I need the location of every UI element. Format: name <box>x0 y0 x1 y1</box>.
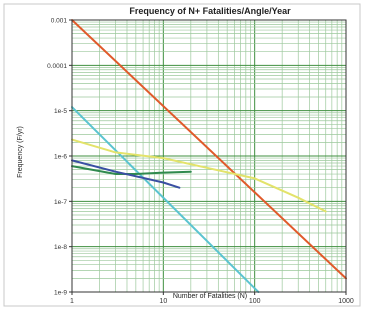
y-tick-label: 0.001 <box>51 18 68 25</box>
y-tick-label: 1e-6 <box>54 154 67 161</box>
chart-title: Frequency of N+ Fatalities/Angle/Year <box>129 6 291 16</box>
x-axis-label: Number of Fatalities (N) <box>173 293 247 300</box>
x-tick-label: 100 <box>249 298 261 305</box>
x-tick-label: 1 <box>70 298 74 305</box>
y-tick-label: 0.0001 <box>47 63 67 70</box>
tick-labels: 1 10 100 1000 0.001 0.0001 1e-5 1e-6 1e-7 1e-8 1e-… <box>47 18 354 306</box>
series-line-5 <box>71 159 181 189</box>
y-tick-label: 1e-7 <box>54 199 67 206</box>
series-line-1 <box>71 19 347 280</box>
y-tick-label: 1e-8 <box>54 244 67 251</box>
y-tick-label: 1e-5 <box>54 108 67 115</box>
series-layer <box>71 19 347 293</box>
x-tick-label: 10 <box>159 298 167 305</box>
series-line-4 <box>71 165 192 175</box>
y-axis-label: Frequency (F/yr) <box>17 126 24 178</box>
series-line-3 <box>71 138 327 213</box>
x-tick-label: 1000 <box>338 298 354 305</box>
y-tick-label: 1e-9 <box>54 290 67 297</box>
series-line-2 <box>71 106 260 293</box>
